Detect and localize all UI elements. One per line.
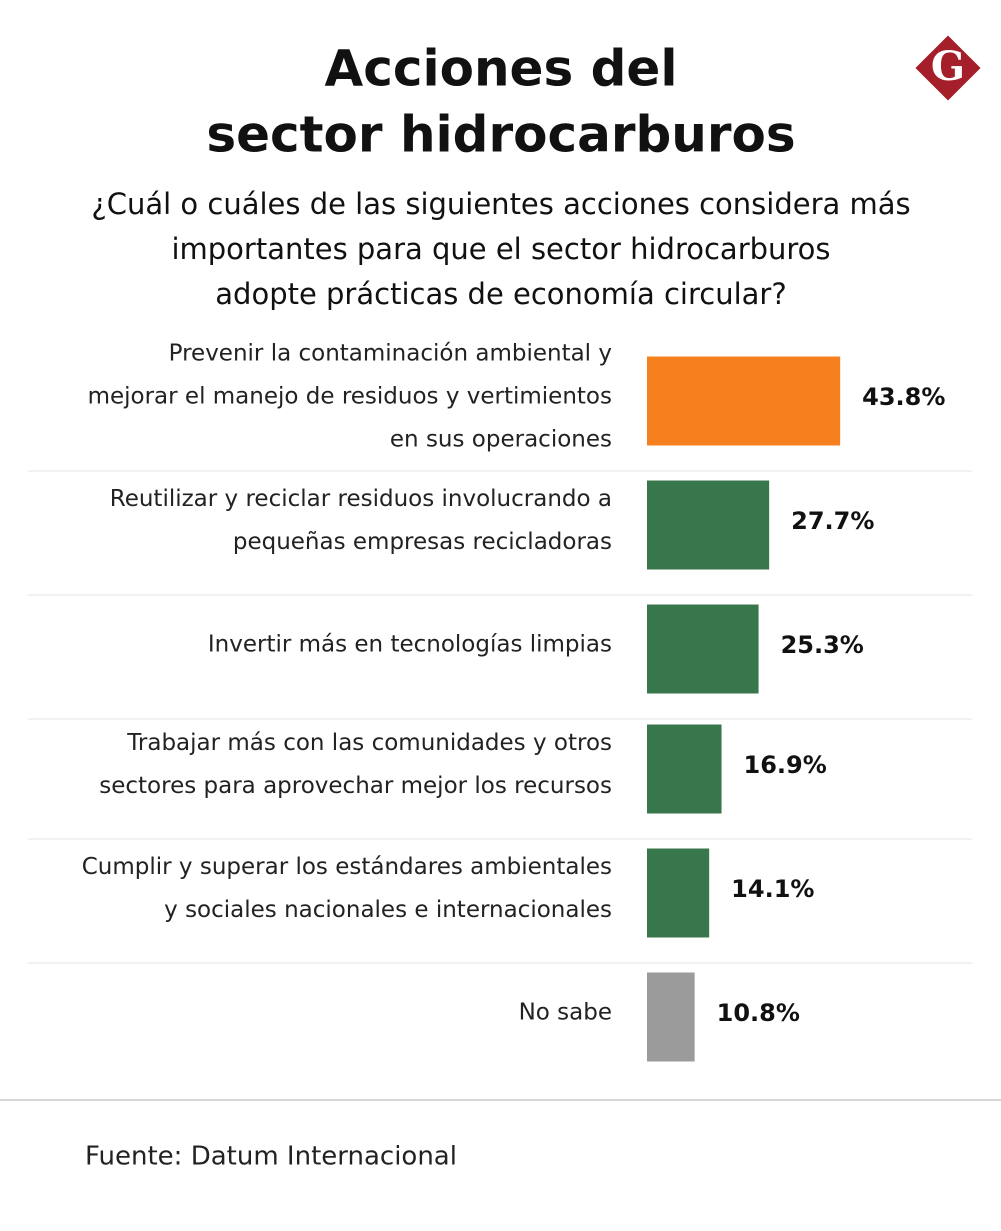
source: Fuente: Datum Internacional [85,1142,457,1172]
chart-title: sector hidrocarburos [206,106,795,164]
category-label: pequeñas empresas recicladoras [233,529,612,555]
chart-title: Acciones del [325,40,678,98]
category-label: Cumplir y superar los estándares ambient… [82,854,612,880]
category-label: Reutilizar y reciclar residuos involucra… [110,486,612,512]
logo: G [915,35,981,101]
category-label: y sociales nacionales e internacionales [164,897,612,923]
category-label: No sabe [519,1000,612,1026]
bar [647,848,710,938]
logo-letter: G [931,43,965,90]
bar [647,604,759,694]
chart-subtitle: ¿Cuál o cuáles de las siguientes accione… [91,187,910,221]
bar [647,724,722,814]
value-label: 43.8% [862,383,945,411]
value-label: 25.3% [781,631,864,659]
category-label: en sus operaciones [390,427,612,453]
value-label: 10.8% [717,999,800,1027]
chart-subtitle: adopte prácticas de economía circular? [215,277,786,311]
category-label: Invertir más en tecnologías limpias [208,632,612,658]
logo-diamond [915,35,981,101]
category-label: mejorar el manejo de residuos y vertimie… [88,384,612,410]
value-label: 14.1% [731,875,814,903]
category-label: Trabajar más con las comunidades y otros [126,730,612,756]
value-label: 16.9% [744,751,827,779]
category-label: sectores para aprovechar mejor los recur… [99,773,612,799]
category-label: Prevenir la contaminación ambiental y [169,341,612,367]
chart-subtitle: importantes para que el sector hidrocarb… [171,232,830,266]
bar [647,356,841,446]
bar [647,480,770,570]
value-label: 27.7% [791,507,874,535]
bar [647,972,695,1062]
